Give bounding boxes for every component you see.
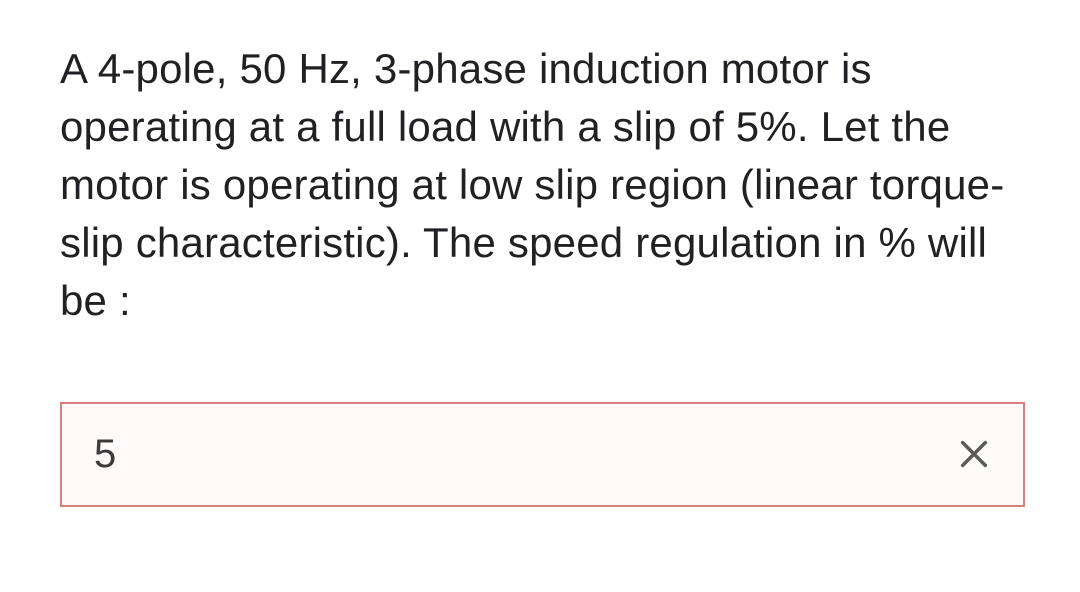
question-text: A 4-pole, 50 Hz, 3-phase induction motor…	[60, 40, 1025, 330]
answer-box: 5	[60, 402, 1025, 507]
answer-value: 5	[94, 432, 116, 477]
close-icon	[957, 437, 991, 471]
